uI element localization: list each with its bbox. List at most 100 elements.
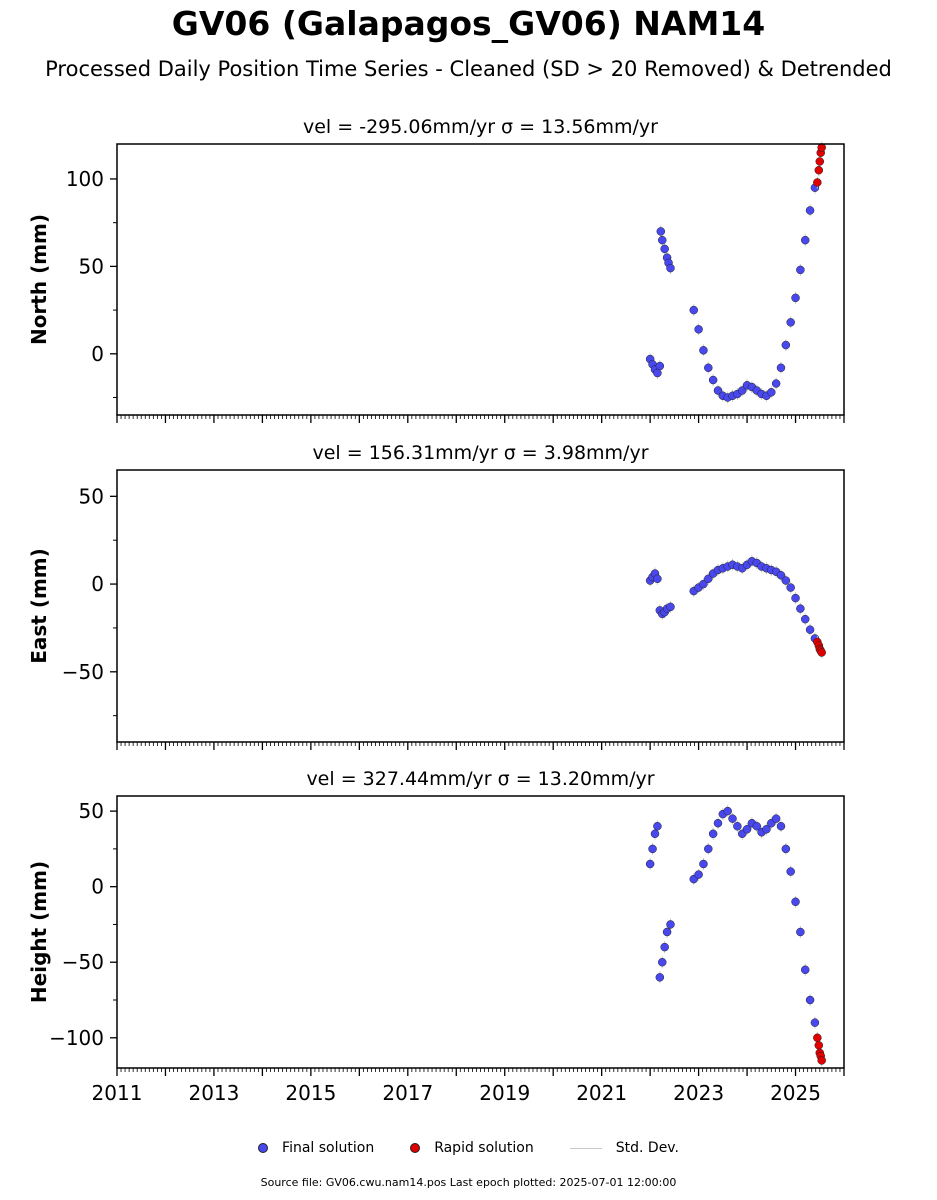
final-solution-point bbox=[781, 576, 791, 585]
rapid-solution-point bbox=[814, 1041, 824, 1050]
final-solution-point bbox=[781, 844, 791, 854]
y-tick-label: 0 bbox=[91, 875, 104, 899]
y-tick-label: 50 bbox=[79, 799, 104, 823]
panel-title: vel = 156.31mm/yr σ = 3.98mm/yr bbox=[312, 442, 648, 464]
legend-label-std: Std. Dev. bbox=[615, 1140, 679, 1156]
final-solution-point bbox=[805, 206, 815, 215]
final-solution-point bbox=[699, 346, 708, 355]
final-solution-point bbox=[653, 574, 662, 584]
x-tick-label: 2021 bbox=[576, 1081, 627, 1105]
final-solution-point bbox=[776, 363, 786, 373]
x-tick-label: 2013 bbox=[188, 1081, 239, 1105]
plot-frame bbox=[116, 143, 845, 416]
final-solution-point bbox=[796, 604, 805, 613]
final-solution-point bbox=[699, 579, 708, 589]
final-solution-point bbox=[708, 375, 718, 385]
x-tick-label: 2025 bbox=[770, 1081, 821, 1105]
rapid-solution-point bbox=[817, 648, 826, 657]
final-solution-point bbox=[699, 859, 708, 869]
y-tick-label: 0 bbox=[91, 342, 104, 366]
y-tick-label: 50 bbox=[79, 484, 104, 508]
final-solution-point bbox=[805, 625, 815, 634]
final-solution-point bbox=[660, 942, 669, 952]
legend-item-rapid: Rapid solution bbox=[410, 1140, 534, 1156]
x-tick-label: 2019 bbox=[479, 1081, 530, 1105]
panel-title: vel = 327.44mm/yr σ = 13.20mm/yr bbox=[306, 768, 654, 790]
std-dev-line-icon bbox=[569, 1147, 602, 1149]
rapid-solution-point bbox=[815, 157, 825, 166]
final-solution-point bbox=[645, 859, 655, 869]
y-axis-label: Height (mm) bbox=[27, 861, 51, 1003]
final-solution-point bbox=[771, 814, 781, 823]
x-tick-label: 2011 bbox=[92, 1081, 143, 1105]
final-solution-point bbox=[723, 806, 732, 816]
y-tick-label: 50 bbox=[79, 254, 104, 278]
final-solution-point bbox=[786, 867, 795, 876]
source-footer: Source file: GV06.cwu.nam14.pos Last epo… bbox=[260, 1176, 677, 1189]
legend-label-rapid: Rapid solution bbox=[434, 1140, 534, 1156]
y-axis-label: North (mm) bbox=[27, 214, 51, 345]
final-solution-point bbox=[708, 829, 718, 839]
final-solution-point bbox=[800, 965, 810, 975]
final-solution-point bbox=[776, 571, 786, 580]
legend-item-final: Final solution bbox=[258, 1140, 374, 1156]
y-tick-label: 0 bbox=[91, 572, 104, 596]
legend: Final solution Rapid solution Std. Dev. bbox=[0, 1136, 937, 1160]
final-solution-point bbox=[666, 920, 675, 929]
final-solution-point bbox=[791, 897, 800, 907]
final-solution-point bbox=[689, 305, 699, 315]
final-solution-point bbox=[694, 325, 703, 334]
final-solution-point bbox=[737, 386, 747, 395]
x-tick-label: 2015 bbox=[285, 1081, 336, 1105]
final-solution-point bbox=[713, 386, 723, 395]
final-solution-point bbox=[800, 614, 810, 624]
x-tick-label: 2023 bbox=[673, 1081, 724, 1105]
final-solution-point bbox=[762, 824, 771, 834]
y-axis-label: East (mm) bbox=[27, 548, 51, 664]
chart-subtitle: Processed Daily Position Time Series - C… bbox=[45, 57, 892, 81]
y-tick-label: −50 bbox=[62, 950, 104, 974]
chart-title: GV06 (Galapagos_GV06) NAM14 bbox=[171, 4, 766, 43]
final-solution-point bbox=[658, 235, 667, 245]
final-solution-point bbox=[796, 927, 805, 937]
final-solution-point bbox=[662, 927, 672, 937]
final-solution-point bbox=[656, 227, 666, 236]
final-solution-point bbox=[650, 829, 660, 839]
rapid-solution-marker-icon bbox=[410, 1143, 421, 1153]
final-solution-point bbox=[653, 821, 662, 831]
final-solution-point bbox=[742, 824, 752, 834]
plot-frame bbox=[116, 469, 845, 743]
y-tick-label: −100 bbox=[49, 1026, 104, 1050]
y-tick-label: −50 bbox=[62, 660, 104, 684]
final-solution-point bbox=[791, 293, 800, 303]
final-solution-point bbox=[648, 844, 657, 854]
final-solution-point bbox=[771, 379, 781, 388]
legend-label-final: Final solution bbox=[282, 1140, 375, 1156]
final-solution-point bbox=[767, 388, 776, 397]
final-solution-point bbox=[752, 821, 762, 831]
final-solution-point bbox=[796, 265, 805, 275]
plot-frame bbox=[116, 795, 845, 1069]
legend-item-std: Std. Dev. bbox=[569, 1140, 679, 1156]
final-solution-point bbox=[655, 973, 665, 982]
final-solution-point bbox=[655, 361, 665, 371]
final-solution-point bbox=[800, 235, 810, 245]
rapid-solution-point bbox=[813, 1033, 822, 1043]
rapid-solution-point bbox=[813, 178, 822, 187]
final-solution-point bbox=[776, 821, 786, 831]
final-solution-point bbox=[810, 1018, 820, 1027]
final-solution-point bbox=[781, 340, 791, 350]
final-solution-point bbox=[666, 263, 675, 273]
final-solution-point bbox=[658, 957, 667, 967]
panel-title: vel = -295.06mm/yr σ = 13.56mm/yr bbox=[303, 116, 658, 138]
final-solution-point bbox=[704, 844, 713, 854]
final-solution-point bbox=[666, 602, 675, 612]
final-solution-marker-icon bbox=[258, 1143, 269, 1153]
final-solution-point bbox=[805, 995, 815, 1005]
final-solution-point bbox=[733, 821, 742, 831]
final-solution-point bbox=[660, 244, 669, 254]
final-solution-point bbox=[713, 818, 723, 828]
final-solution-point bbox=[704, 574, 713, 584]
final-solution-point bbox=[728, 814, 737, 823]
